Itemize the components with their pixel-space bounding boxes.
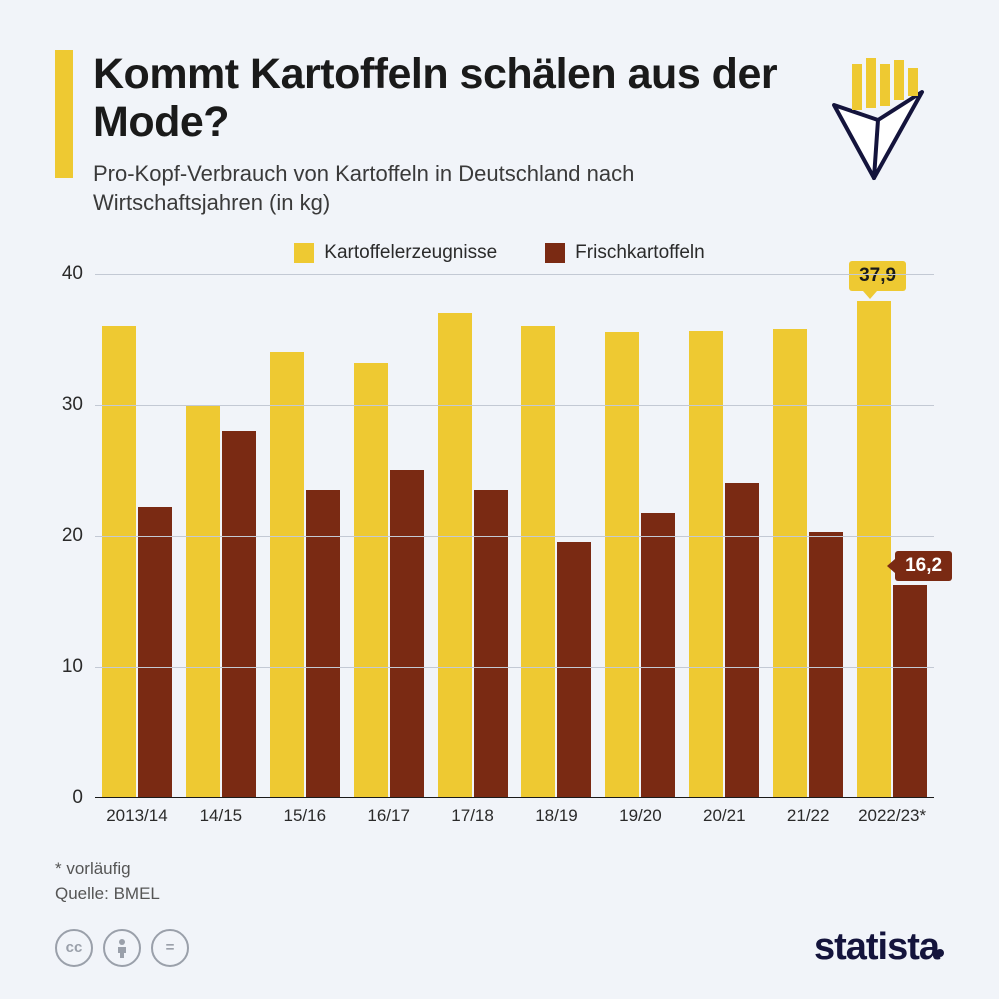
brand-dot-icon (936, 949, 944, 957)
header: Kommt Kartoffeln schälen aus der Mode? P… (55, 50, 944, 218)
bar (222, 431, 256, 798)
y-tick-label: 0 (72, 787, 95, 809)
accent-bar (55, 50, 73, 178)
bar: 16,2 (893, 585, 927, 797)
bar (270, 352, 304, 797)
legend-item-a: Kartoffelerzeugnisse (294, 242, 497, 264)
legend-label-a: Kartoffelerzeugnisse (324, 242, 497, 264)
x-tick-label: 17/18 (431, 798, 515, 834)
grid-line (95, 536, 934, 537)
bar (557, 542, 591, 797)
x-axis-labels: 2013/1414/1515/1616/1717/1818/1919/2020/… (95, 798, 934, 834)
bar (186, 405, 220, 798)
x-tick-label: 20/21 (682, 798, 766, 834)
brand-logo: statista (814, 926, 944, 969)
x-tick-label: 15/16 (263, 798, 347, 834)
chart-legend: Kartoffelerzeugnisse Frischkartoffeln (55, 242, 944, 264)
footnote-source: Quelle: BMEL (55, 881, 944, 907)
grid-line (95, 274, 934, 275)
bar (138, 507, 172, 798)
x-tick-label: 21/22 (766, 798, 850, 834)
footnotes: * vorläufig Quelle: BMEL (55, 856, 944, 907)
legend-item-b: Frischkartoffeln (545, 242, 705, 264)
legend-swatch-b (545, 243, 565, 263)
bar (102, 326, 136, 798)
x-tick-label: 16/17 (347, 798, 431, 834)
title-block: Kommt Kartoffeln schälen aus der Mode? P… (93, 50, 784, 218)
page-subtitle: Pro-Kopf-Verbrauch von Kartoffeln in Deu… (93, 160, 653, 217)
bar (521, 326, 555, 798)
bar (773, 329, 807, 798)
bar (725, 483, 759, 797)
by-icon (103, 929, 141, 967)
x-tick-label: 2013/14 (95, 798, 179, 834)
page-title: Kommt Kartoffeln schälen aus der Mode? (93, 50, 784, 146)
footnote-preliminary: * vorläufig (55, 856, 944, 882)
y-tick-label: 10 (62, 656, 95, 678)
license-badges: cc = (55, 929, 189, 967)
bar (438, 313, 472, 798)
x-tick-label: 18/19 (515, 798, 599, 834)
value-callout: 16,2 (895, 551, 952, 581)
y-tick-label: 40 (62, 263, 95, 285)
plot-area: 37,916,2 010203040 (95, 274, 934, 798)
y-tick-label: 30 (62, 394, 95, 416)
value-callout: 37,9 (849, 261, 906, 291)
bar (689, 331, 723, 797)
grid-line (95, 405, 934, 406)
bar: 37,9 (857, 301, 891, 797)
y-tick-label: 20 (62, 525, 95, 547)
cc-icon: cc (55, 929, 93, 967)
bar (641, 513, 675, 797)
x-tick-label: 19/20 (598, 798, 682, 834)
footer: cc = statista (55, 926, 944, 969)
bar (809, 532, 843, 798)
nd-icon: = (151, 929, 189, 967)
bar (605, 332, 639, 797)
fries-cone-icon (804, 50, 944, 190)
x-tick-label: 2022/23* (850, 798, 934, 834)
grid-line (95, 667, 934, 668)
bar (390, 470, 424, 798)
bar-chart: 37,916,2 010203040 2013/1414/1515/1616/1… (95, 274, 934, 834)
x-tick-label: 14/15 (179, 798, 263, 834)
legend-label-b: Frischkartoffeln (575, 242, 705, 264)
bar (354, 363, 388, 798)
legend-swatch-a (294, 243, 314, 263)
brand-text: statista (814, 926, 939, 968)
